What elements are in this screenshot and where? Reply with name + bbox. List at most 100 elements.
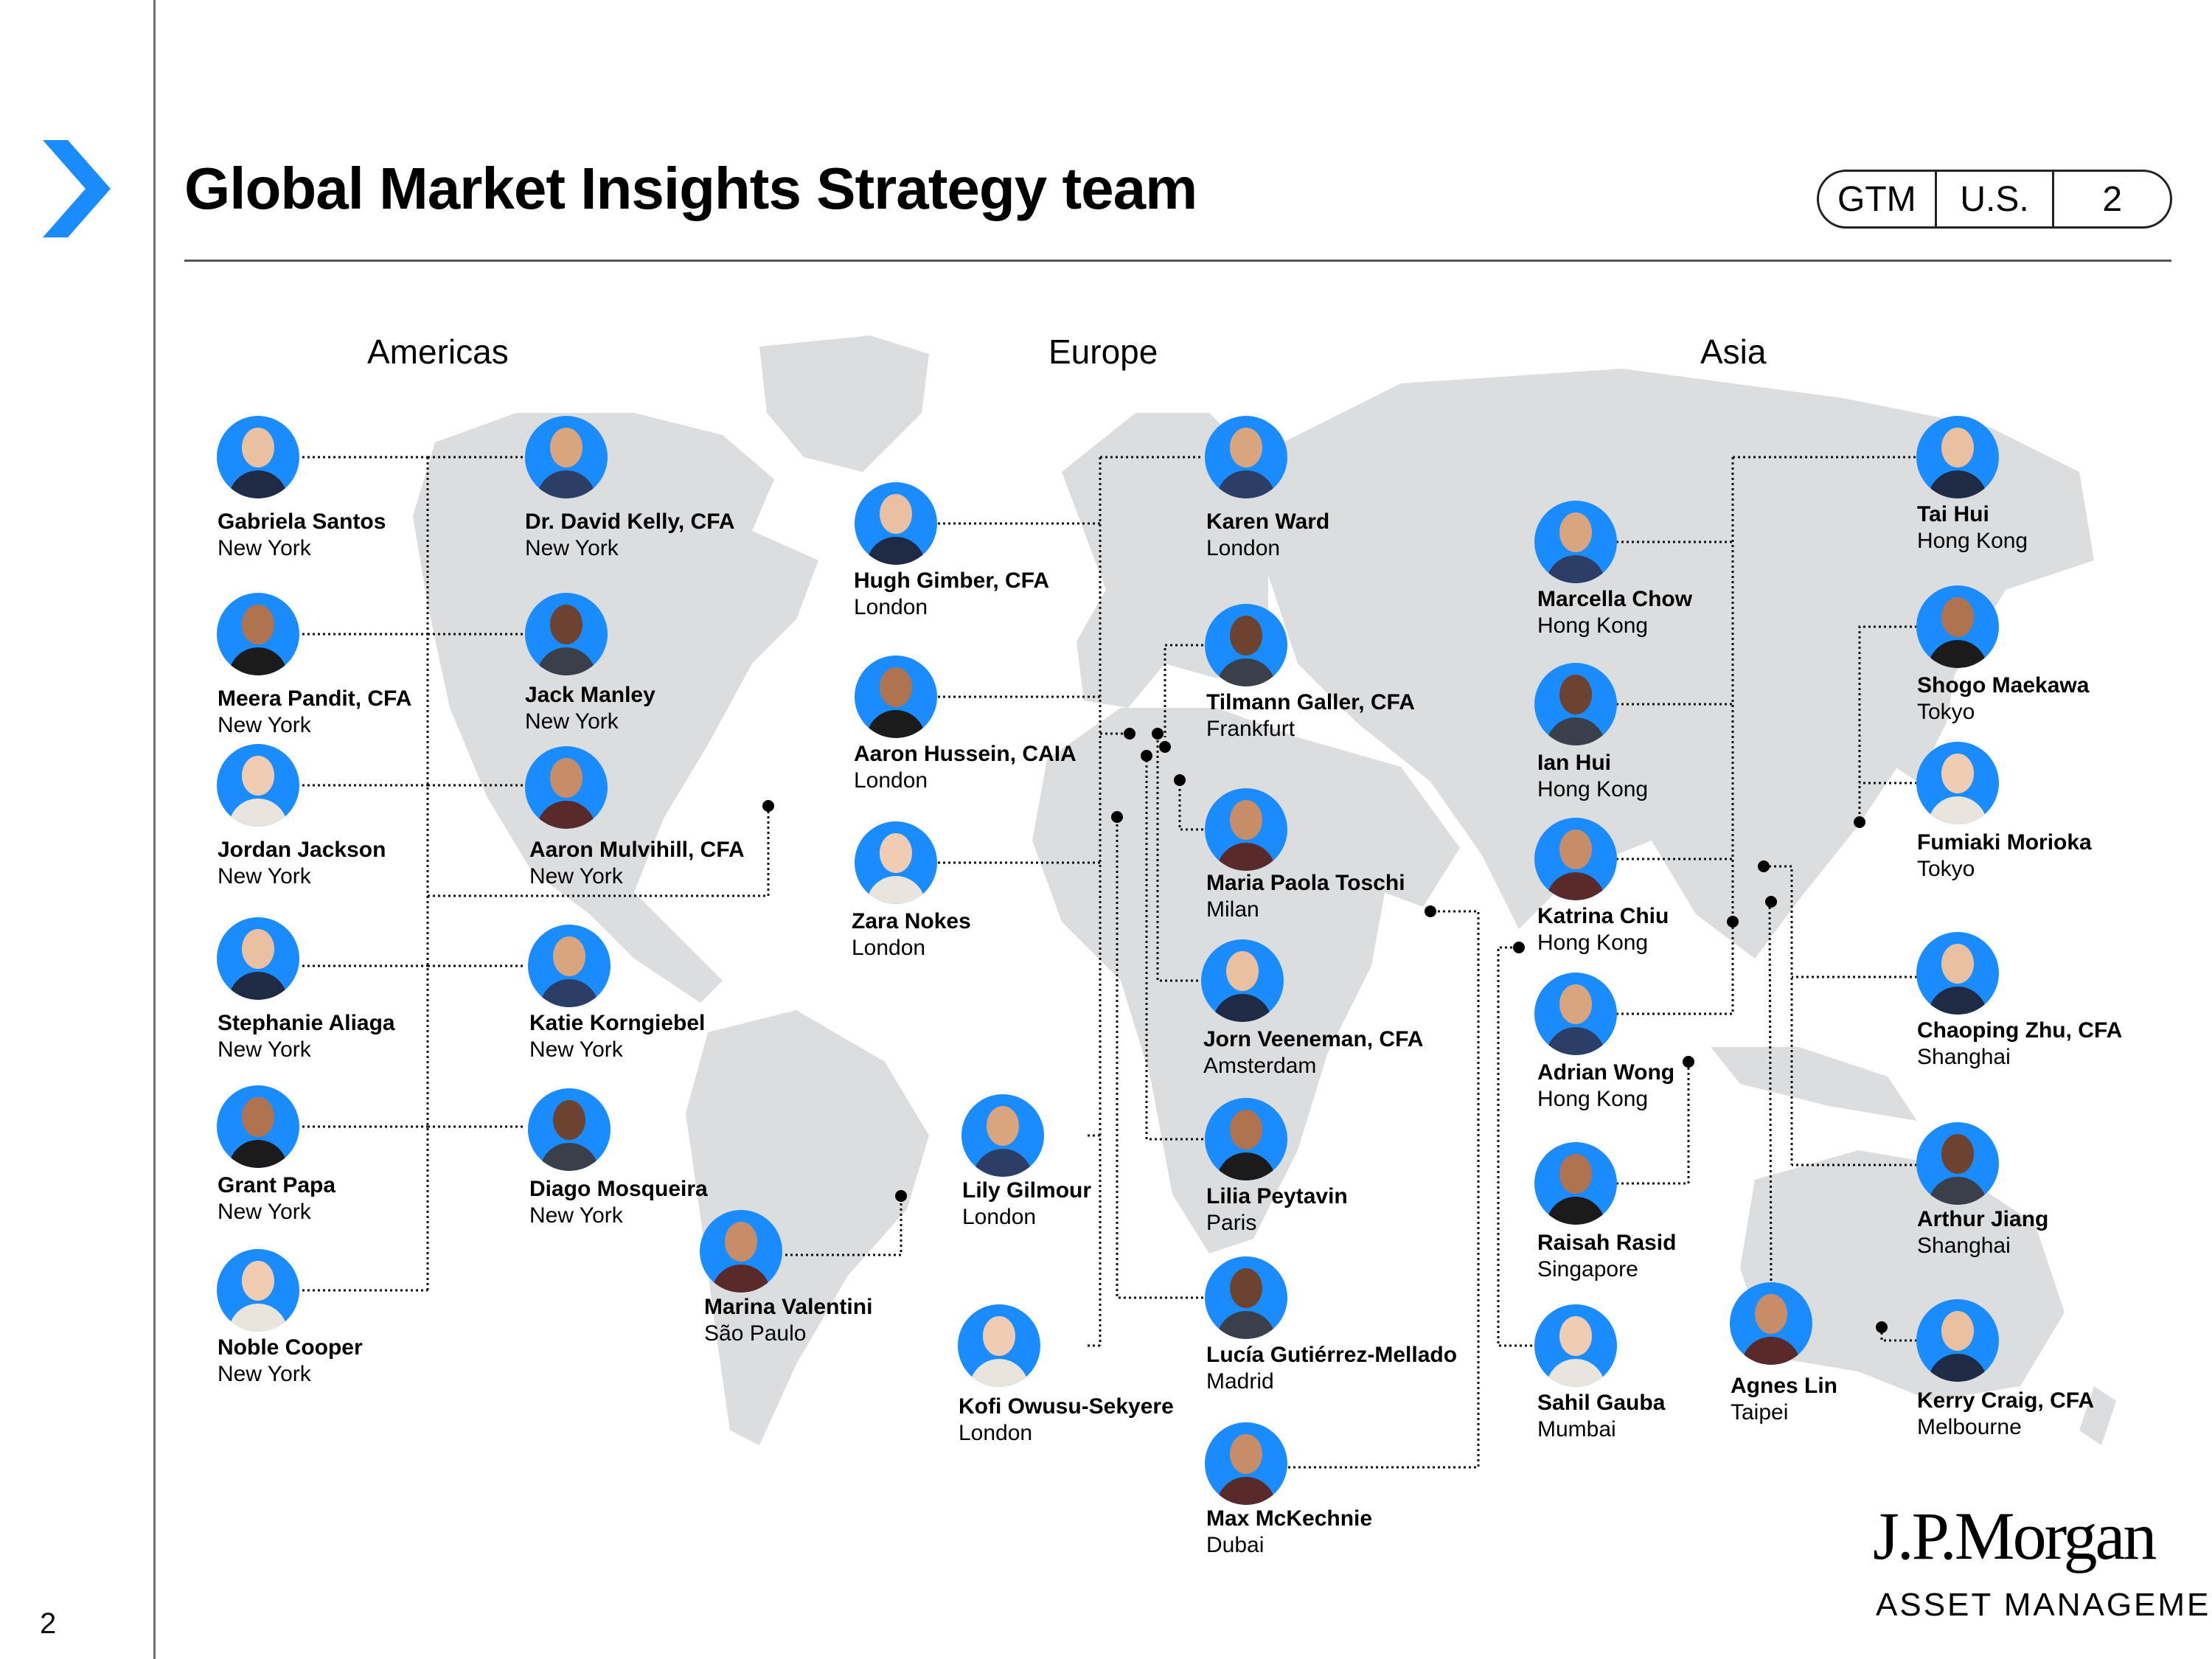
person-name: Katie Korngiebel [529,1011,706,1035]
person-name: Lilia Peytavin [1206,1184,1348,1208]
person-name: Agnes Lin [1731,1374,1838,1398]
person-avatar [217,1085,299,1168]
page-title: Global Market Insights Strategy team [184,156,1197,221]
person-city: Shanghai [1917,1045,2011,1069]
person-avatar [1205,416,1287,498]
person-avatar [1916,932,1999,1015]
person-city: Tokyo [1917,700,1975,724]
person-name: Tai Hui [1917,502,1989,526]
person-avatar [1916,585,1999,668]
person-avatar [1205,1422,1287,1505]
person-name: Katrina Chiu [1537,904,1669,928]
person-name: Maria Paola Toschi [1206,871,1405,895]
jpmorgan-logo: J.P.Morgan [1873,1498,2157,1573]
person-avatar [958,1304,1040,1387]
person-name: Jordan Jackson [218,838,386,862]
person-city: London [854,595,928,619]
person-name: Chaoping Zhu, CFA [1917,1018,2123,1043]
person-avatar [1916,416,1999,498]
person-name: Aaron Hussein, CAIA [854,742,1077,766]
person-city: London [854,768,928,793]
person-avatar [1730,1282,1812,1365]
person-avatar [961,1094,1044,1177]
person-name: Lucía Gutiérrez-Mellado [1206,1343,1458,1367]
person-name: Zara Nokes [852,909,971,933]
person-city: New York [218,1200,311,1224]
person-city: New York [218,1362,311,1386]
person-avatar [217,593,299,675]
person-avatar [1205,604,1287,686]
person-name: Jack Manley [525,683,655,707]
region-americas: Americas [367,333,509,371]
person-city: Dubai [1206,1533,1265,1557]
person-avatar [525,593,608,675]
person-avatar [1534,663,1617,745]
person-city: Mumbai [1537,1417,1616,1441]
person-city: Hong Kong [1537,1087,1649,1111]
person-city: New York [218,864,311,888]
person-name: Adrian Wong [1537,1060,1675,1085]
person-name: Lily Gilmour [962,1178,1092,1203]
person-city: London [852,936,926,960]
person-city: Frankfurt [1206,717,1295,741]
person-avatar [855,482,937,565]
person-city: Singapore [1537,1257,1638,1281]
person-name: Marcella Chow [1537,587,1693,611]
person-name: Dr. David Kelly, CFA [525,509,735,534]
person-avatar [1205,788,1287,871]
page-number: 2 [40,1607,57,1640]
person-name: Diago Mosqueira [529,1177,708,1201]
person-avatar [1916,1122,1999,1205]
person-city: New York [529,1037,623,1062]
person-city: Hong Kong [1537,931,1649,955]
person-name: Hugh Gimber, CFA [854,568,1050,593]
person-name: Karen Ward [1206,509,1330,534]
person-avatar [217,917,299,1000]
person-city: Hong Kong [1537,777,1649,801]
person-avatar [1534,1304,1617,1387]
person-name: Aaron Mulvihill, CFA [529,838,745,862]
person-name: Stephanie Aliaga [218,1011,395,1035]
person-city: New York [525,536,619,560]
person-name: Jorn Veeneman, CFA [1203,1027,1424,1051]
person-city: New York [525,709,619,734]
asset-management-logo: ASSET MANAGEMENT [1876,1587,2212,1623]
person-city: Hong Kong [1917,529,2028,553]
person-avatar [1916,1299,1999,1382]
person-avatar [855,821,937,904]
person-avatar [217,744,299,827]
person-city: Paris [1206,1211,1257,1235]
person-city: London [1206,536,1281,560]
gtm-tag: GTM U.S. 2 [1817,170,2172,229]
person-city: New York [218,536,311,560]
person-name: Shogo Maekawa [1917,673,2090,698]
person-name: Grant Papa [218,1173,336,1197]
person-city: Taipei [1731,1400,1789,1425]
person-name: Kofi Owusu-Sekyere [959,1394,1174,1419]
title-divider [184,260,2171,262]
person-name: Kerry Craig, CFA [1917,1388,2095,1413]
person-avatar [1201,939,1284,1022]
person-name: Raisah Rasid [1537,1231,1677,1255]
person-city: New York [529,1203,623,1228]
person-name: Fumiaki Morioka [1917,830,2092,855]
person-name: Tilmann Galler, CFA [1206,690,1415,714]
person-city: London [962,1205,1037,1229]
connector-lines [302,456,1917,1469]
person-name: Ian Hui [1537,751,1612,775]
person-avatar [855,655,937,738]
person-avatar [1534,501,1617,583]
person-avatar [1534,1142,1617,1225]
person-name: Marina Valentini [704,1295,873,1319]
person-city: Milan [1206,897,1259,922]
region-europe: Europe [1048,333,1158,371]
person-city: Hong Kong [1537,613,1649,638]
person-city: New York [218,713,311,737]
person-avatar [1534,973,1617,1055]
person-name: Meera Pandit, CFA [218,686,412,711]
region-asia: Asia [1700,333,1767,371]
person-avatar [528,1088,611,1171]
person-city: Melbourne [1917,1415,2022,1439]
person-city: Amsterdam [1203,1054,1317,1078]
person-avatar [1916,742,1999,824]
